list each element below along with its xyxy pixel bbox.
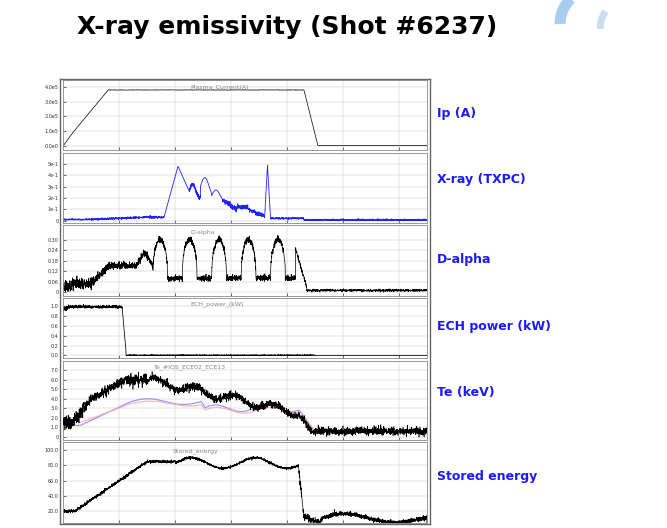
Text: D-alpha: D-alpha [437,253,492,266]
Text: X-ray emissivity (Shot #6237): X-ray emissivity (Shot #6237) [77,15,497,39]
Text: Stored_energy: Stored_energy [172,448,218,454]
Text: Ip (A): Ip (A) [437,107,476,120]
Text: D-alpha: D-alpha [191,230,215,235]
Text: ECH power (kW): ECH power (kW) [437,320,551,334]
Text: X-ray (TXPC): X-ray (TXPC) [437,173,526,186]
Text: Plasma_Current(A): Plasma_Current(A) [191,84,249,90]
Text: Stored energy: Stored energy [437,470,537,483]
Text: ECH_power_(kW): ECH_power_(kW) [191,301,244,307]
Text: Te_#IOS_ECE02_ECE13: Te_#IOS_ECE02_ECE13 [154,364,226,370]
Text: Te (keV): Te (keV) [437,386,494,399]
